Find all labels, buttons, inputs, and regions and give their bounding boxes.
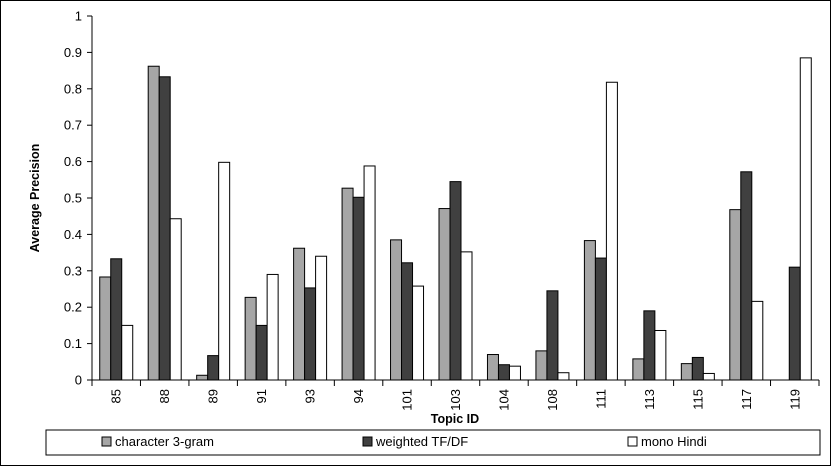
bar-character-3-gram-113	[632, 358, 645, 381]
legend-swatch	[101, 436, 112, 447]
bar-weighted-tf-df-103	[449, 181, 462, 381]
bar-weighted-tf-df-94	[352, 196, 365, 381]
bar-mono-hindi-113	[654, 329, 667, 381]
bar-character-3-gram-89	[196, 374, 209, 381]
y-tick-label: 0.1	[64, 336, 82, 351]
bar-mono-hindi-89	[218, 161, 231, 381]
bar-weighted-tf-df-89	[207, 355, 220, 381]
x-tick-label: 91	[254, 389, 269, 403]
x-tick-label: 101	[400, 389, 415, 411]
x-tick-label: 104	[496, 389, 511, 411]
bar-weighted-tf-df-91	[255, 324, 268, 381]
bar-weighted-tf-df-101	[401, 262, 414, 381]
bar-character-3-gram-88	[147, 65, 160, 381]
bar-character-3-gram-111	[583, 240, 596, 381]
bar-weighted-tf-df-117	[740, 171, 753, 381]
y-tick-label: 0.5	[64, 191, 82, 206]
bar-mono-hindi-111	[605, 81, 618, 381]
legend-label: character 3-gram	[115, 434, 214, 449]
bar-mono-hindi-103	[460, 251, 473, 381]
y-tick-label: 0	[75, 373, 82, 388]
x-tick-label: 88	[157, 389, 172, 403]
x-tick-label: 111	[593, 389, 608, 409]
bar-weighted-tf-df-115	[691, 356, 704, 381]
bar-weighted-tf-df-93	[304, 287, 317, 381]
bar-character-3-gram-104	[486, 354, 499, 381]
legend: character 3-gram weighted TF/DF mono Hindi	[45, 429, 821, 456]
bar-character-3-gram-91	[244, 296, 257, 381]
y-tick-label: 0.4	[64, 227, 82, 242]
x-tick-label: 108	[545, 389, 560, 411]
y-tick-label: 0.7	[64, 118, 82, 133]
bar-character-3-gram-117	[729, 209, 742, 381]
bar-character-3-gram-93	[293, 247, 306, 381]
x-tick-label: 113	[642, 389, 657, 410]
bar-weighted-tf-df-85	[110, 258, 123, 381]
x-axis: 85 88 89 91 93 94 101 103 104 108 111 113 115 117 119	[91, 379, 820, 411]
x-tick-label: 85	[109, 389, 124, 403]
bar-character-3-gram-115	[680, 363, 693, 381]
legend-swatch	[362, 436, 373, 447]
x-tick-label: 117	[739, 389, 754, 410]
legend-swatch	[627, 436, 638, 447]
bar-mono-hindi-104	[508, 365, 521, 381]
bars-group	[99, 57, 812, 381]
x-tick-label: 119	[787, 389, 802, 410]
bar-character-3-gram-103	[438, 208, 451, 381]
x-tick-label: 93	[303, 389, 318, 403]
bar-weighted-tf-df-88	[158, 76, 171, 381]
x-tick-label: 94	[351, 389, 366, 403]
bar-mono-hindi-93	[315, 255, 328, 381]
y-axis: 0 0.1 0.2 0.3 0.4 0.5 0.6 0.7 0.8 0.9 1	[64, 9, 93, 388]
bar-weighted-tf-df-108	[546, 290, 559, 381]
bar-weighted-tf-df-113	[643, 310, 656, 381]
y-tick-label: 0.3	[64, 263, 82, 278]
x-axis-title: Topic ID	[431, 412, 479, 426]
bar-mono-hindi-117	[751, 300, 764, 381]
legend-label: mono Hindi	[641, 434, 707, 449]
bar-character-3-gram-94	[341, 187, 354, 381]
bar-mono-hindi-115	[702, 372, 715, 381]
bar-weighted-tf-df-119	[788, 266, 801, 381]
y-axis-title: Average Precision	[28, 144, 42, 253]
x-tick-label: 103	[448, 389, 463, 411]
bar-weighted-tf-df-104	[497, 364, 510, 381]
bar-mono-hindi-94	[363, 165, 376, 381]
bar-character-3-gram-101	[390, 239, 403, 381]
legend-label: weighted TF/DF	[375, 434, 468, 449]
y-tick-label: 0.6	[64, 154, 82, 169]
y-tick-label: 1	[75, 9, 82, 24]
y-tick-label: 0.9	[64, 45, 82, 60]
x-tick-label: 89	[206, 389, 221, 403]
bar-mono-hindi-88	[169, 218, 182, 381]
bar-mono-hindi-85	[121, 324, 134, 381]
bar-weighted-tf-df-111	[594, 257, 607, 381]
bar-mono-hindi-108	[557, 372, 570, 381]
y-tick-label: 0.8	[64, 81, 82, 96]
x-tick-label: 115	[690, 389, 705, 410]
bar-mono-hindi-119	[799, 57, 812, 381]
bar-character-3-gram-108	[535, 350, 548, 381]
legend-box	[45, 429, 821, 456]
bar-character-3-gram-85	[99, 276, 112, 381]
bar-mono-hindi-91	[266, 273, 279, 381]
y-tick-label: 0.2	[64, 300, 82, 315]
bar-mono-hindi-101	[412, 285, 425, 381]
